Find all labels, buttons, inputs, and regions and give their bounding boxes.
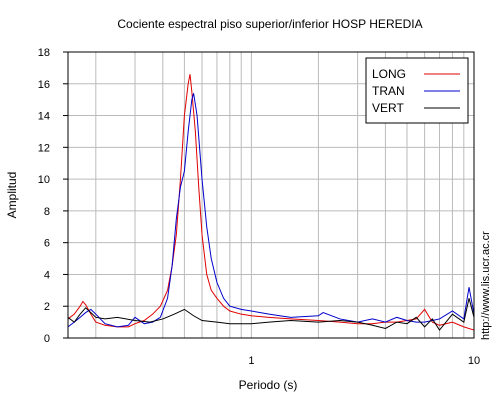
y-axis-label: Amplitud [5, 172, 19, 219]
y-axis-ticks: 0 2 4 6 8 10 12 14 16 18 [38, 47, 68, 345]
plot-frame [67, 51, 475, 339]
y-tick-label: 16 [38, 79, 50, 91]
chart-title: Cociente espectral piso superior/inferio… [117, 17, 422, 31]
grid [68, 52, 474, 338]
y-tick-label: 14 [38, 111, 50, 123]
legend-label-long: LONG [372, 67, 406, 81]
y-tick-label: 6 [44, 238, 50, 250]
series-layer [67, 74, 475, 331]
x-axis-label: Periodo (s) [239, 378, 298, 392]
series-line-vert [67, 298, 475, 331]
x-tick-label: 1 [248, 355, 254, 367]
y-tick-label: 2 [44, 301, 50, 313]
y-tick-label: 12 [38, 142, 50, 154]
y-tick-label: 10 [38, 174, 50, 186]
x-axis-ticks: 1 10 [248, 355, 480, 367]
y-tick-label: 18 [38, 47, 50, 59]
x-tick-label: 10 [468, 355, 480, 367]
legend-label-vert: VERT [372, 101, 404, 115]
y-tick-label: 0 [44, 333, 50, 345]
source-url: http://www.lis.ucr.ac.cr [480, 231, 492, 340]
y-tick-label: 8 [44, 206, 50, 218]
legend-label-tran: TRAN [372, 84, 405, 98]
y-tick-label: 4 [44, 269, 50, 281]
series-line-tran [67, 93, 475, 328]
legend: LONG TRAN VERT [365, 57, 469, 124]
